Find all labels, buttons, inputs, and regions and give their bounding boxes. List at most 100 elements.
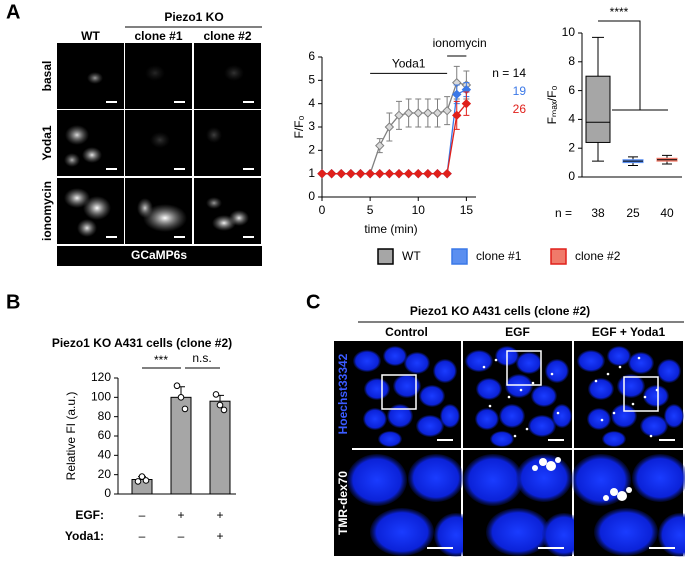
legend-label: clone #2: [575, 249, 621, 263]
data-point: [173, 382, 181, 390]
nucleus: [393, 374, 421, 398]
nucleus: [499, 404, 525, 428]
marker: [432, 108, 443, 118]
micrograph: [194, 110, 261, 176]
dextran-puncta: [539, 458, 547, 466]
x-tick-label: 15: [460, 203, 474, 217]
footer-label: GCaMP6s: [131, 248, 187, 262]
dextran-puncta: [556, 411, 560, 415]
marker: [413, 168, 423, 179]
y-tick-label: 10: [562, 25, 576, 39]
significance-bracket: [598, 20, 668, 111]
panel-label: A: [6, 1, 20, 23]
nucleus: [463, 454, 523, 506]
data-point: [220, 406, 228, 414]
nucleus: [433, 359, 457, 383]
row-label: ionomycin: [40, 181, 54, 241]
y-tick-label: 100: [91, 390, 111, 404]
data-point: [177, 394, 185, 401]
nucleus: [383, 346, 407, 366]
nucleus: [643, 385, 669, 407]
cell: [143, 204, 187, 232]
nucleus: [486, 508, 550, 556]
cell: [137, 198, 153, 218]
y-tick-label: 2: [308, 143, 315, 157]
dextran-puncta: [531, 381, 535, 385]
cell: [229, 210, 249, 226]
cell: [77, 219, 97, 237]
marker: [394, 168, 404, 179]
data-point: [134, 478, 142, 485]
column-label: EGF + Yoda1: [592, 325, 666, 339]
nucleus: [476, 378, 502, 400]
dextran-puncta: [617, 491, 627, 501]
data-point: [216, 401, 224, 409]
cell: [87, 72, 103, 84]
data-point: [212, 391, 220, 398]
dextran-puncta: [649, 434, 653, 438]
condition-label: Yoda1:: [65, 529, 104, 543]
nucleus: [408, 454, 464, 502]
y-tick-label: 4: [308, 96, 315, 110]
nucleus: [611, 404, 637, 428]
nucleus: [347, 454, 407, 506]
marker: [403, 108, 414, 118]
n-label: 19: [513, 84, 527, 98]
condition-level: –: [139, 508, 146, 522]
legend-swatch: [377, 248, 394, 265]
dextran-puncta: [488, 404, 492, 408]
dextran-puncta: [600, 418, 604, 422]
column-label: EGF: [505, 325, 530, 339]
dextran-puncta: [643, 395, 647, 399]
nucleus: [475, 408, 499, 430]
nucleus: [594, 508, 658, 556]
marker: [452, 110, 462, 121]
panel-label: B: [6, 291, 20, 313]
nucleus: [657, 359, 681, 383]
data-point: [142, 477, 150, 484]
marker: [336, 168, 346, 179]
data-point: [181, 405, 189, 413]
nucleus: [516, 454, 572, 502]
nucleus: [628, 352, 654, 374]
y-tick-label: 0: [308, 189, 315, 203]
bar: [209, 400, 231, 495]
legend-label: WT: [402, 249, 421, 263]
dextran-puncta: [626, 487, 632, 493]
cell: [65, 125, 89, 145]
nucleus: [588, 378, 614, 400]
dextran-puncta: [513, 434, 517, 438]
y-tick-label: 3: [308, 119, 315, 133]
cell: [64, 153, 80, 167]
micrograph: [194, 178, 261, 244]
nucleus: [531, 385, 557, 407]
cell: [206, 197, 222, 209]
nucleus: [363, 408, 387, 430]
dextran-puncta: [525, 427, 529, 431]
dextran-puncta: [603, 495, 609, 501]
micrograph: [57, 110, 124, 176]
n-label: 26: [513, 102, 527, 116]
annotation: Yoda1: [392, 57, 426, 71]
nucleus: [353, 350, 381, 372]
marker: [442, 168, 452, 179]
cell: [83, 196, 111, 220]
dextran-puncta: [546, 461, 556, 471]
zoom-box: [623, 376, 659, 412]
legend-label: clone #1: [476, 249, 522, 263]
dextran-puncta: [631, 402, 635, 406]
panel-label: C: [306, 291, 320, 313]
footer-bar: [57, 246, 262, 266]
y-tick-label: 4: [568, 112, 575, 126]
y-tick-label: 0: [104, 486, 111, 500]
group-label: Piezo1 KO: [164, 10, 223, 24]
marker: [375, 168, 385, 179]
y-tick-label: 40: [98, 448, 112, 462]
condition-level: –: [178, 529, 185, 543]
n-label: n = 14: [492, 66, 526, 80]
cell: [150, 132, 170, 148]
dextran-puncta: [494, 358, 498, 362]
marker: [384, 122, 395, 132]
marker: [384, 168, 395, 179]
